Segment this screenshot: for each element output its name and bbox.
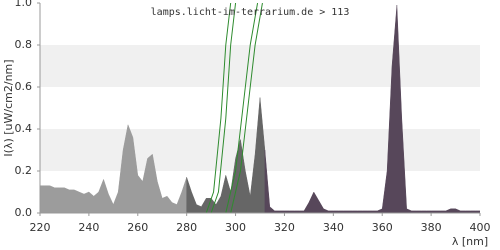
filter-line (210, 3, 237, 213)
y-tick-label: 1.0 (15, 0, 33, 9)
y-tick-label: 0.2 (15, 164, 33, 177)
y-tick-label: 0.8 (15, 38, 33, 51)
x-tick-label: 300 (225, 221, 246, 234)
y-tick-label: 0.0 (15, 206, 33, 219)
grid-band (40, 45, 480, 87)
marks (40, 3, 480, 213)
chart-title: lamps.licht-im-terrarium.de > 113 (151, 7, 350, 18)
x-tick-label: 220 (30, 221, 51, 234)
y-tick-label: 0.4 (15, 122, 33, 135)
x-tick-label: 260 (127, 221, 148, 234)
filter-line (205, 3, 232, 213)
x-tick-label: 400 (470, 221, 491, 234)
x-axis-label: λ [nm] (452, 235, 488, 248)
x-tick-label: 240 (78, 221, 99, 234)
x-tick-label: 340 (323, 221, 344, 234)
x-tick-label: 320 (274, 221, 295, 234)
x-tick-label: 380 (421, 221, 442, 234)
x-tick-label: 360 (372, 221, 393, 234)
filter-line (230, 3, 263, 213)
spectrum-area (40, 123, 187, 213)
x-tick-label: 280 (176, 221, 197, 234)
spectrum-area (186, 97, 266, 213)
filter-line (225, 3, 259, 213)
y-tick-label: 0.6 (15, 80, 33, 93)
axes: 0.0 0.2 0.4 0.6 0.8 1.0 220 240 260 280 300 320 340 3… (15, 0, 491, 234)
y-axis-label: I(λ) [uW/cm2/nm] (2, 59, 15, 156)
spectrum-area (264, 5, 480, 213)
